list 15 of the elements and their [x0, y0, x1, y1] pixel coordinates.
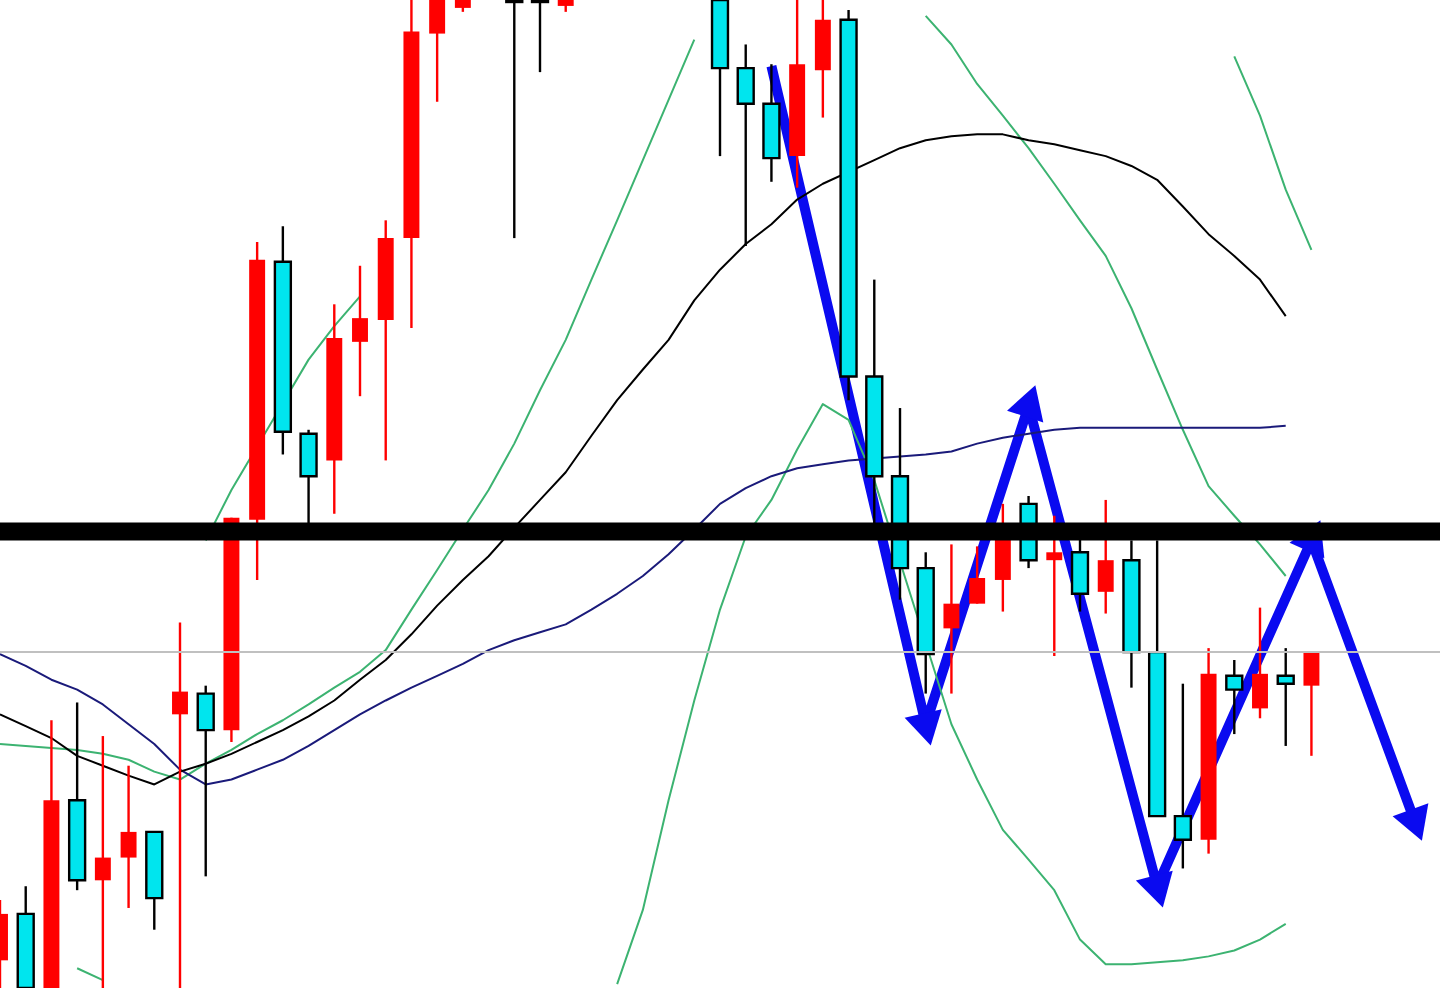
candlestick	[120, 764, 137, 910]
candlestick	[1097, 498, 1114, 615]
candlestick	[172, 621, 188, 988]
candlestick	[94, 734, 111, 988]
candlestick	[943, 543, 960, 695]
candlestick	[1303, 650, 1320, 758]
candlestick	[1252, 606, 1268, 720]
point	[1007, 385, 1044, 423]
candlestick	[969, 545, 986, 605]
candlestick	[352, 264, 368, 398]
point	[1135, 870, 1173, 908]
candlestick	[1046, 514, 1063, 658]
point	[1392, 803, 1429, 841]
candlestick	[429, 0, 446, 103]
point	[904, 709, 942, 746]
